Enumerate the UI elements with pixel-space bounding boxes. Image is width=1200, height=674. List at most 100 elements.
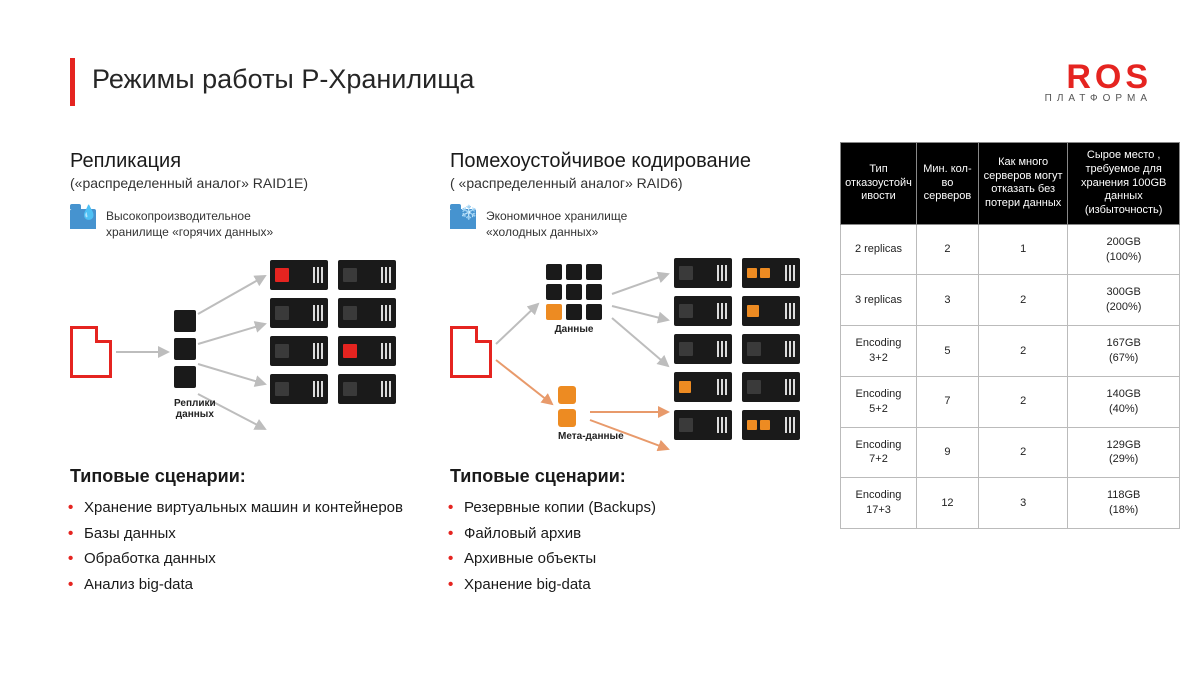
- server-icon: [742, 296, 800, 326]
- data-block: [566, 304, 582, 320]
- table-cell: Encoding 5+2: [841, 376, 917, 427]
- erasure-servers: [674, 258, 800, 440]
- replication-desc: Высокопроизводительное хранилище «горячи…: [106, 209, 273, 240]
- table-cell: 7: [916, 376, 978, 427]
- page-title: Режимы работы Р-Хранилища: [92, 64, 474, 95]
- server-icon: [674, 258, 732, 288]
- erasure-title: Помехоустойчивое кодирование: [450, 150, 830, 173]
- table-cell: Encoding 17+3: [841, 478, 917, 529]
- data-block: [586, 304, 602, 320]
- scenario-item: Анализ big-data: [84, 572, 430, 598]
- server-icon: [742, 410, 800, 440]
- replica-block: [174, 366, 196, 388]
- meta-block-stack: Мета-данные: [558, 386, 624, 442]
- table-cell: 2: [978, 326, 1067, 377]
- server-icon: [338, 260, 396, 290]
- logo-sub: ПЛАТФОРМА: [1045, 93, 1152, 104]
- table-row: Encoding 5+272140GB (40%): [841, 376, 1180, 427]
- table-header-row: Тип отказоустойч ивости Мин. кол-во серв…: [841, 143, 1180, 225]
- table-cell: 2: [978, 376, 1067, 427]
- table-cell: 3 replicas: [841, 275, 917, 326]
- data-block: [566, 284, 582, 300]
- meta-block: [558, 386, 576, 404]
- table-cell: 12: [916, 478, 978, 529]
- table-cell: Encoding 3+2: [841, 326, 917, 377]
- table-row: Encoding 3+252167GB (67%): [841, 326, 1180, 377]
- table-header: Сырое место , требуемое для хранения 100…: [1068, 143, 1180, 225]
- scenario-item: Резервные копии (Backups): [464, 495, 830, 521]
- server-icon: [674, 410, 732, 440]
- replica-label: Реплики данных: [174, 398, 216, 420]
- document-icon: [70, 326, 112, 378]
- scenario-item: Файловый архив: [464, 521, 830, 547]
- replica-blocks: Реплики данных: [174, 310, 216, 420]
- table-cell: 167GB (67%): [1068, 326, 1180, 377]
- table-header: Мин. кол-во серверов: [916, 143, 978, 225]
- erasure-subtitle: ( «распределенный аналог» RAID6): [450, 175, 830, 191]
- scenario-item: Архивные объекты: [464, 546, 830, 572]
- comparison-table: Тип отказоустойч ивости Мин. кол-во серв…: [840, 142, 1180, 529]
- server-icon: [270, 374, 328, 404]
- server-icon: [338, 374, 396, 404]
- table-row: Encoding 7+292129GB (29%): [841, 427, 1180, 478]
- table-cell: 2 replicas: [841, 224, 917, 275]
- server-icon: [270, 298, 328, 328]
- data-block: [586, 264, 602, 280]
- table-cell: 9: [916, 427, 978, 478]
- server-icon: [742, 334, 800, 364]
- server-icon: [270, 336, 328, 366]
- erasure-desc: Экономичное хранилище «холодных данных»: [486, 209, 627, 240]
- replica-block: [174, 310, 196, 332]
- server-icon: [742, 258, 800, 288]
- scenario-item: Хранение виртуальных машин и контейнеров: [84, 495, 430, 521]
- folder-cold-icon: ❄️: [450, 209, 476, 229]
- replication-subtitle: («распределенный аналог» RAID1E): [70, 175, 430, 191]
- replication-scenarios: Хранение виртуальных машин и контейнеров…: [70, 495, 430, 597]
- accent-bar: [70, 58, 75, 106]
- table-cell: 118GB (18%): [1068, 478, 1180, 529]
- replication-column: Репликация («распределенный аналог» RAID…: [70, 150, 430, 597]
- table-cell: 129GB (29%): [1068, 427, 1180, 478]
- table-cell: 2: [978, 275, 1067, 326]
- table-cell: 140GB (40%): [1068, 376, 1180, 427]
- folder-hot-icon: 💧: [70, 209, 96, 229]
- erasure-column: Помехоустойчивое кодирование ( «распреде…: [450, 150, 830, 597]
- table-cell: 3: [916, 275, 978, 326]
- server-icon: [270, 260, 328, 290]
- table-header: Тип отказоустойч ивости: [841, 143, 917, 225]
- table-cell: 5: [916, 326, 978, 377]
- table-cell: Encoding 7+2: [841, 427, 917, 478]
- replica-block: [174, 338, 196, 360]
- table-cell: 1: [978, 224, 1067, 275]
- erasure-scenarios: Резервные копии (Backups) Файловый архив…: [450, 495, 830, 597]
- server-icon: [742, 372, 800, 402]
- table-header: Как много серверов могут отказать без по…: [978, 143, 1067, 225]
- erasure-desc-row: ❄️ Экономичное хранилище «холодных данны…: [450, 209, 830, 240]
- table-cell: 3: [978, 478, 1067, 529]
- server-icon: [338, 298, 396, 328]
- data-block: [546, 264, 562, 280]
- scenario-item: Базы данных: [84, 521, 430, 547]
- table-cell: 2: [916, 224, 978, 275]
- replication-servers: [270, 260, 396, 404]
- scenario-item: Хранение big-data: [464, 572, 830, 598]
- data-label: Данные: [546, 324, 602, 335]
- document-icon: [450, 326, 492, 378]
- scenario-item: Обработка данных: [84, 546, 430, 572]
- data-block: [566, 264, 582, 280]
- data-block-grid: Данные: [546, 264, 602, 335]
- data-block: [586, 284, 602, 300]
- replication-title: Репликация: [70, 150, 430, 173]
- replication-scenarios-title: Типовые сценарии:: [70, 466, 430, 487]
- server-icon: [674, 296, 732, 326]
- table-row: 3 replicas32300GB (200%): [841, 275, 1180, 326]
- logo: ROS ПЛАТФОРМА: [1045, 58, 1152, 104]
- table-row: Encoding 17+3123118GB (18%): [841, 478, 1180, 529]
- replication-desc-row: 💧 Высокопроизводительное хранилище «горя…: [70, 209, 430, 240]
- server-icon: [338, 336, 396, 366]
- table-cell: 2: [978, 427, 1067, 478]
- data-block: [546, 284, 562, 300]
- erasure-scenarios-title: Типовые сценарии:: [450, 466, 830, 487]
- table-row: 2 replicas21200GB (100%): [841, 224, 1180, 275]
- meta-label: Мета-данные: [558, 431, 624, 442]
